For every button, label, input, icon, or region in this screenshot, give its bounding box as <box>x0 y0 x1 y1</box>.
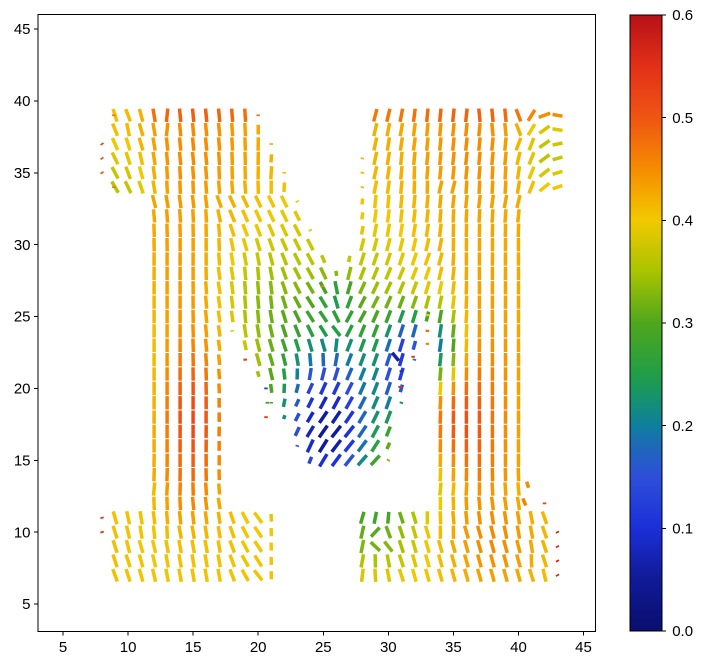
svg-text:15: 15 <box>185 639 202 656</box>
svg-text:35: 35 <box>445 639 462 656</box>
svg-text:0.4: 0.4 <box>672 213 693 230</box>
svg-text:25: 25 <box>14 309 31 326</box>
svg-text:30: 30 <box>380 639 397 656</box>
svg-text:30: 30 <box>14 237 31 254</box>
svg-text:35: 35 <box>14 165 31 182</box>
svg-text:25: 25 <box>315 639 332 656</box>
svg-text:45: 45 <box>575 639 592 656</box>
svg-text:15: 15 <box>14 453 31 470</box>
svg-text:20: 20 <box>14 381 31 398</box>
svg-text:0.2: 0.2 <box>672 418 693 435</box>
svg-text:40: 40 <box>14 93 31 110</box>
svg-text:0.0: 0.0 <box>672 623 693 640</box>
svg-text:0.6: 0.6 <box>672 7 693 24</box>
svg-text:20: 20 <box>250 639 267 656</box>
svg-text:10: 10 <box>14 524 31 541</box>
svg-text:45: 45 <box>14 21 31 38</box>
svg-text:0.5: 0.5 <box>672 110 693 127</box>
svg-text:0.1: 0.1 <box>672 521 693 538</box>
svg-text:10: 10 <box>120 639 137 656</box>
svg-text:5: 5 <box>59 639 67 656</box>
svg-text:5: 5 <box>22 596 30 613</box>
svg-text:0.3: 0.3 <box>672 315 693 332</box>
svg-text:40: 40 <box>510 639 527 656</box>
